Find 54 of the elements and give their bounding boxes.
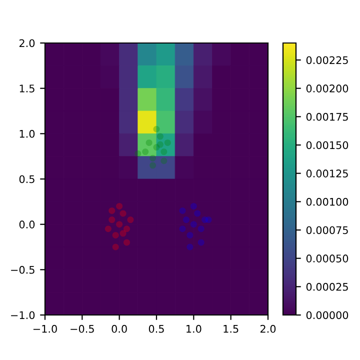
y-tick-label: 1.5 <box>20 84 34 92</box>
x-tick-label: −0.5 <box>70 324 94 333</box>
x-tick-label: 0.0 <box>112 324 127 333</box>
point <box>160 148 168 156</box>
point <box>112 232 119 238</box>
point <box>127 216 134 224</box>
x-tick-label: 1.5 <box>224 325 238 333</box>
color-bar-label: 0.00025 <box>306 282 348 291</box>
color-bar-label: 0.00000 <box>306 311 348 320</box>
color-bar-label: 0.00075 <box>306 226 348 234</box>
point <box>116 202 123 210</box>
point <box>190 221 197 228</box>
color-bar-label: 0.00125 <box>306 170 348 178</box>
point <box>112 244 119 250</box>
y-tick-label: 2.0 <box>19 39 35 48</box>
y-tick-label: 0.5 <box>19 175 34 184</box>
color-bar-label: 0.00175 <box>306 112 348 121</box>
y-tick-label: −1.0 <box>11 311 35 320</box>
point <box>205 216 212 224</box>
color-bar-label: 0.00200 <box>306 84 348 92</box>
point <box>186 232 194 238</box>
point <box>156 133 164 140</box>
x-tick-label: 0.5 <box>148 324 164 333</box>
x-tick-label: 2.0 <box>260 324 276 333</box>
x-tick-label: −1.0 <box>33 324 57 333</box>
point <box>182 216 190 224</box>
point <box>153 126 160 132</box>
point <box>179 226 186 232</box>
y-tick-label: 0.0 <box>19 220 35 228</box>
color-bar-label: 0.00150 <box>306 141 348 150</box>
point <box>150 154 156 162</box>
point <box>142 148 149 156</box>
point <box>124 226 130 232</box>
point <box>120 230 126 237</box>
point <box>198 239 204 246</box>
point <box>198 226 204 232</box>
point <box>150 162 156 169</box>
color-bar-label: 0.00225 <box>306 56 348 64</box>
color-bar-label: 0.00050 <box>306 254 348 262</box>
point <box>116 221 123 228</box>
y-tick-label: −0.5 <box>11 266 34 274</box>
x-tick-label: 1.0 <box>186 324 202 333</box>
point <box>194 210 201 217</box>
point <box>124 239 130 246</box>
point <box>104 226 112 232</box>
point <box>156 141 164 148</box>
point <box>108 216 116 224</box>
y-tick-label: 1.0 <box>20 130 35 138</box>
point <box>186 244 194 250</box>
point <box>134 150 142 157</box>
point <box>120 210 126 217</box>
color-bar-label: 0.00100 <box>306 198 348 206</box>
point <box>190 202 197 210</box>
point <box>160 158 168 164</box>
